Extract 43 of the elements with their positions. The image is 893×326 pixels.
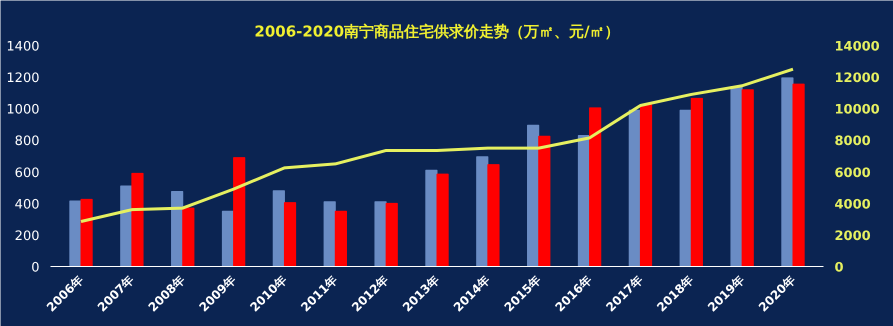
bar xyxy=(386,202,398,266)
bar xyxy=(628,110,641,266)
bar xyxy=(538,136,550,266)
bar xyxy=(476,156,488,266)
y-tick-label: 1200 xyxy=(6,71,40,86)
bar xyxy=(80,198,93,266)
y-tick-label: 0 xyxy=(31,260,40,276)
y-tick-label: 1000 xyxy=(6,102,40,118)
bar xyxy=(131,172,144,266)
y-tick-label: 800 xyxy=(14,134,40,150)
bar xyxy=(690,98,703,266)
y2-tick-label: 6000 xyxy=(834,166,871,181)
line-series xyxy=(80,68,794,224)
y2-tick-label: 10000 xyxy=(834,102,880,118)
bar xyxy=(640,104,652,266)
y-tick-label: 200 xyxy=(14,228,40,244)
bar xyxy=(436,174,449,266)
bar xyxy=(487,164,500,266)
bar xyxy=(781,77,794,266)
y2-tick-label: 4000 xyxy=(834,197,871,212)
bar xyxy=(324,201,336,266)
bar xyxy=(589,107,602,266)
bar xyxy=(69,200,82,266)
bar xyxy=(334,210,347,266)
bar xyxy=(742,89,754,266)
y2-tick-label: 0 xyxy=(834,260,844,276)
y-tick-label: 1400 xyxy=(6,40,40,54)
y2-tick-label: 14000 xyxy=(834,40,880,54)
y2-tick-label: 8000 xyxy=(834,134,871,150)
y2-tick-label: 12000 xyxy=(834,71,880,86)
bar xyxy=(120,185,132,266)
y-tick-label: 600 xyxy=(14,166,40,181)
bar xyxy=(374,201,387,266)
bar xyxy=(680,110,692,266)
bar xyxy=(272,190,285,266)
y2-tick-label: 2000 xyxy=(834,228,871,244)
y-tick-label: 400 xyxy=(14,197,40,212)
chart-title: 2006-2020南宁商品住宅供求价走势（万㎡、元/㎡） xyxy=(254,22,620,40)
bar xyxy=(182,208,194,266)
bar xyxy=(233,157,246,266)
bar xyxy=(425,170,438,266)
bar xyxy=(792,84,805,266)
bar xyxy=(284,202,296,266)
